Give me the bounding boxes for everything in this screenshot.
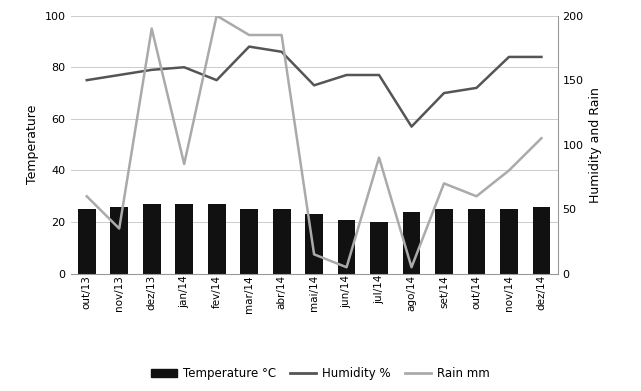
Bar [78, 209, 96, 274]
Bar [305, 214, 323, 274]
Y-axis label: Temperature: Temperature [26, 105, 39, 185]
Bar [370, 222, 388, 274]
Legend: Temperature °C, Humidity %, Rain mm: Temperature °C, Humidity %, Rain mm [147, 363, 494, 385]
Bar [403, 212, 420, 274]
Bar [338, 219, 356, 274]
Bar [467, 209, 485, 274]
Bar [208, 204, 226, 274]
Bar [175, 204, 193, 274]
Bar [110, 206, 128, 274]
Bar [143, 204, 161, 274]
Y-axis label: Humidity and Rain: Humidity and Rain [589, 87, 602, 203]
Bar [500, 209, 518, 274]
Bar [435, 209, 453, 274]
Bar [272, 209, 290, 274]
Bar [240, 209, 258, 274]
Bar [533, 206, 551, 274]
